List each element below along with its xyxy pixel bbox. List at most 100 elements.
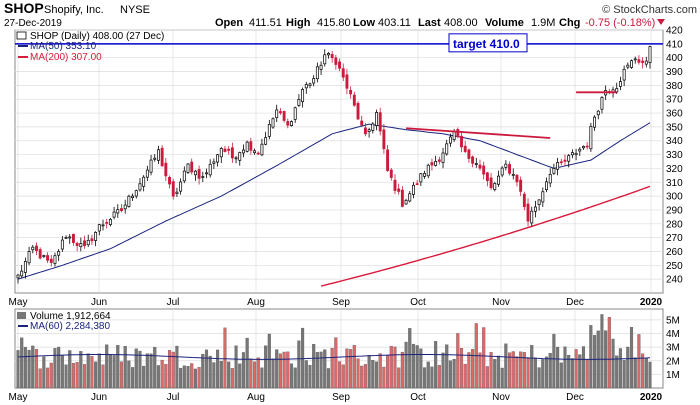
candle-body — [530, 210, 534, 224]
volume-bar — [289, 363, 294, 389]
candle — [345, 68, 349, 95]
candle — [526, 198, 530, 227]
price-tick-label: 300 — [666, 192, 683, 203]
candle-body — [408, 193, 412, 202]
candle — [548, 168, 552, 188]
candle-body — [267, 124, 271, 137]
candle-body — [412, 184, 415, 195]
price-tick-label: 290 — [666, 205, 683, 216]
candle — [489, 173, 493, 191]
volume-bar — [648, 361, 652, 389]
volume-bar — [82, 364, 87, 389]
candle-body — [397, 188, 401, 192]
candle — [79, 237, 83, 252]
volume-bar — [541, 359, 545, 389]
volume-bar — [312, 344, 316, 389]
volume-bar — [53, 348, 57, 389]
open-value: 411.51 — [249, 17, 282, 29]
candle — [445, 139, 449, 156]
volume-bar — [511, 351, 515, 389]
candle — [108, 217, 112, 227]
volume-bar — [267, 333, 271, 389]
candle — [437, 156, 441, 165]
price-tick-label: 270 — [666, 233, 683, 244]
candle — [304, 81, 308, 94]
legend-swatch-price — [16, 31, 27, 40]
candle — [168, 175, 171, 189]
price-tick-label: 390 — [666, 67, 683, 78]
ticker-symbol: SHOP — [4, 0, 44, 16]
candle — [205, 168, 208, 179]
price-tick-label: 350 — [666, 122, 683, 133]
volume-bar — [618, 348, 622, 389]
candle-body — [508, 164, 512, 174]
volume-bar — [219, 360, 223, 389]
candle — [441, 147, 445, 169]
candle — [53, 252, 57, 267]
legend-swatch-volume — [17, 312, 26, 319]
volume-bar — [323, 349, 327, 389]
candle-body — [393, 179, 397, 191]
candle — [596, 110, 600, 120]
price-tick-label: 320 — [666, 164, 683, 175]
volume-bar — [374, 361, 379, 389]
volume-bar — [349, 349, 353, 389]
candle-body — [293, 107, 297, 120]
volume-bar — [64, 364, 68, 389]
trendline — [406, 127, 551, 139]
candle-body — [156, 149, 160, 161]
volume-bar — [164, 364, 168, 389]
candle-body — [596, 110, 600, 116]
candle-body — [238, 152, 242, 161]
volume-bar — [567, 354, 571, 389]
candle-body — [75, 242, 79, 246]
volume-tick-label: 5M — [666, 315, 680, 326]
volume-bar — [123, 346, 127, 389]
candle — [404, 198, 408, 205]
candle — [249, 137, 253, 155]
candle-body — [426, 164, 430, 177]
candle-body — [489, 177, 493, 189]
candle — [286, 118, 290, 129]
candle — [371, 122, 375, 134]
candle — [71, 233, 75, 246]
candle-body — [127, 195, 131, 207]
candle-body — [105, 222, 109, 224]
candle-body — [108, 218, 112, 225]
candle — [493, 181, 497, 192]
candle-body — [179, 181, 183, 192]
candle-body — [193, 170, 197, 176]
volume-bar — [637, 334, 641, 389]
volume-bar — [223, 327, 227, 389]
candle — [153, 154, 157, 162]
volume-bar — [574, 349, 578, 389]
candle — [363, 123, 367, 137]
volume-bar — [275, 349, 279, 389]
candle-body — [567, 155, 571, 162]
chg-label: Chg — [559, 17, 580, 29]
volume-bar — [286, 351, 290, 389]
candle-body — [208, 163, 212, 176]
candle — [275, 104, 279, 122]
candle — [338, 58, 341, 72]
candle — [23, 257, 27, 279]
candle — [448, 133, 452, 147]
volume-bar — [57, 346, 61, 389]
candle — [267, 119, 271, 140]
candle — [533, 200, 537, 218]
volume-bar — [496, 355, 501, 389]
candle — [593, 115, 597, 131]
low-label: Low — [353, 17, 375, 29]
candle — [578, 147, 582, 157]
candle — [393, 174, 397, 195]
volume-bar — [463, 363, 467, 389]
volume-bar — [260, 367, 264, 389]
volume-bar — [633, 357, 637, 389]
candle-body — [278, 111, 282, 114]
candle — [382, 124, 386, 154]
candle-body — [570, 152, 574, 156]
volume-bar — [570, 358, 574, 389]
candle — [253, 148, 256, 155]
ma50-layer — [17, 122, 651, 280]
volume-bar — [216, 349, 220, 389]
